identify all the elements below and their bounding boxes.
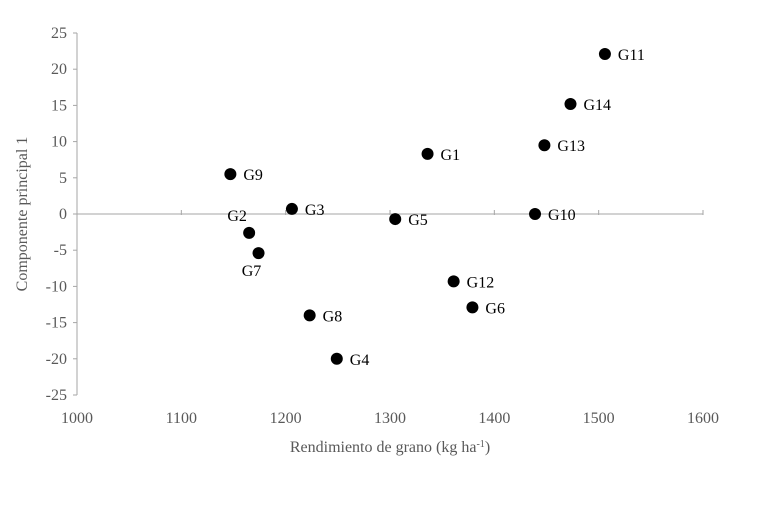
point-label: G9: [243, 167, 263, 184]
x-axis-title-main: Rendimiento de grano (kg ha: [290, 439, 477, 456]
x-tick-label: 1200: [270, 410, 302, 427]
data-point-g3: [285, 202, 298, 215]
data-point-g4: [330, 352, 343, 365]
point-label: G2: [227, 208, 247, 225]
y-tick-label: 25: [51, 25, 67, 42]
point-label: G6: [485, 300, 505, 317]
point-label: G1: [441, 147, 461, 164]
x-tick-label: 1600: [687, 410, 719, 427]
x-axis-title-sup: -1: [476, 439, 484, 450]
y-tick-label: 5: [59, 170, 67, 187]
data-point-g12: [447, 275, 460, 288]
data-point-g5: [389, 213, 402, 226]
x-tick-label: 1400: [478, 410, 510, 427]
y-tick-label: -10: [46, 278, 67, 295]
data-point-g2: [243, 226, 256, 239]
data-point-g8: [303, 309, 316, 322]
data-point-g11: [598, 47, 611, 60]
data-point-g14: [564, 97, 577, 110]
x-tick-label: 1000: [61, 410, 93, 427]
point-label: G3: [305, 202, 325, 219]
y-tick-label: -20: [46, 351, 67, 368]
x-axis-title: Rendimiento de grano (kg ha-1): [290, 439, 490, 457]
point-label: G7: [242, 263, 262, 280]
data-point-g13: [538, 139, 551, 152]
x-tick-labels: 1000 1100 1200 1300 1400 1500 1600: [61, 210, 719, 427]
y-tick-labels: 25 20 15 10 5 0 -5 -10 -15 -20 -25: [46, 25, 77, 404]
point-label: G10: [548, 207, 576, 224]
y-tick-label: -15: [46, 315, 67, 332]
x-tick-label: 1300: [374, 410, 406, 427]
point-label: G12: [467, 274, 495, 291]
data-point-g10: [529, 208, 542, 220]
y-tick-label: 10: [51, 134, 67, 151]
data-point-g6: [466, 301, 479, 314]
point-label: G13: [557, 138, 585, 155]
y-tick-label: -5: [54, 242, 67, 259]
data-point-g7: [252, 247, 265, 260]
y-tick-label: 15: [51, 97, 67, 114]
data-point-g9: [224, 168, 237, 181]
x-tick-label: 1100: [166, 410, 197, 427]
point-label: G11: [618, 47, 645, 64]
data-point-g1: [421, 147, 434, 160]
point-label: G5: [408, 212, 428, 229]
y-tick-label: 0: [59, 206, 67, 223]
point-label: G8: [323, 308, 343, 325]
y-axis-title: Componente principal 1: [14, 137, 31, 292]
point-label: G14: [583, 97, 611, 114]
y-tick-label: 20: [51, 61, 67, 78]
point-label: G4: [350, 352, 370, 369]
y-tick-label: -25: [46, 387, 67, 404]
data-points: G1 G2 G3 G4 G5 G6 G7 G8 G9 G10 G11 G12 G13 G14: [224, 47, 645, 369]
x-axis-title-end: ): [485, 439, 490, 456]
x-tick-label: 1500: [583, 410, 615, 427]
